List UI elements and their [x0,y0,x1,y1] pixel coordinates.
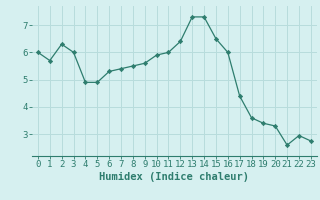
X-axis label: Humidex (Indice chaleur): Humidex (Indice chaleur) [100,172,249,182]
